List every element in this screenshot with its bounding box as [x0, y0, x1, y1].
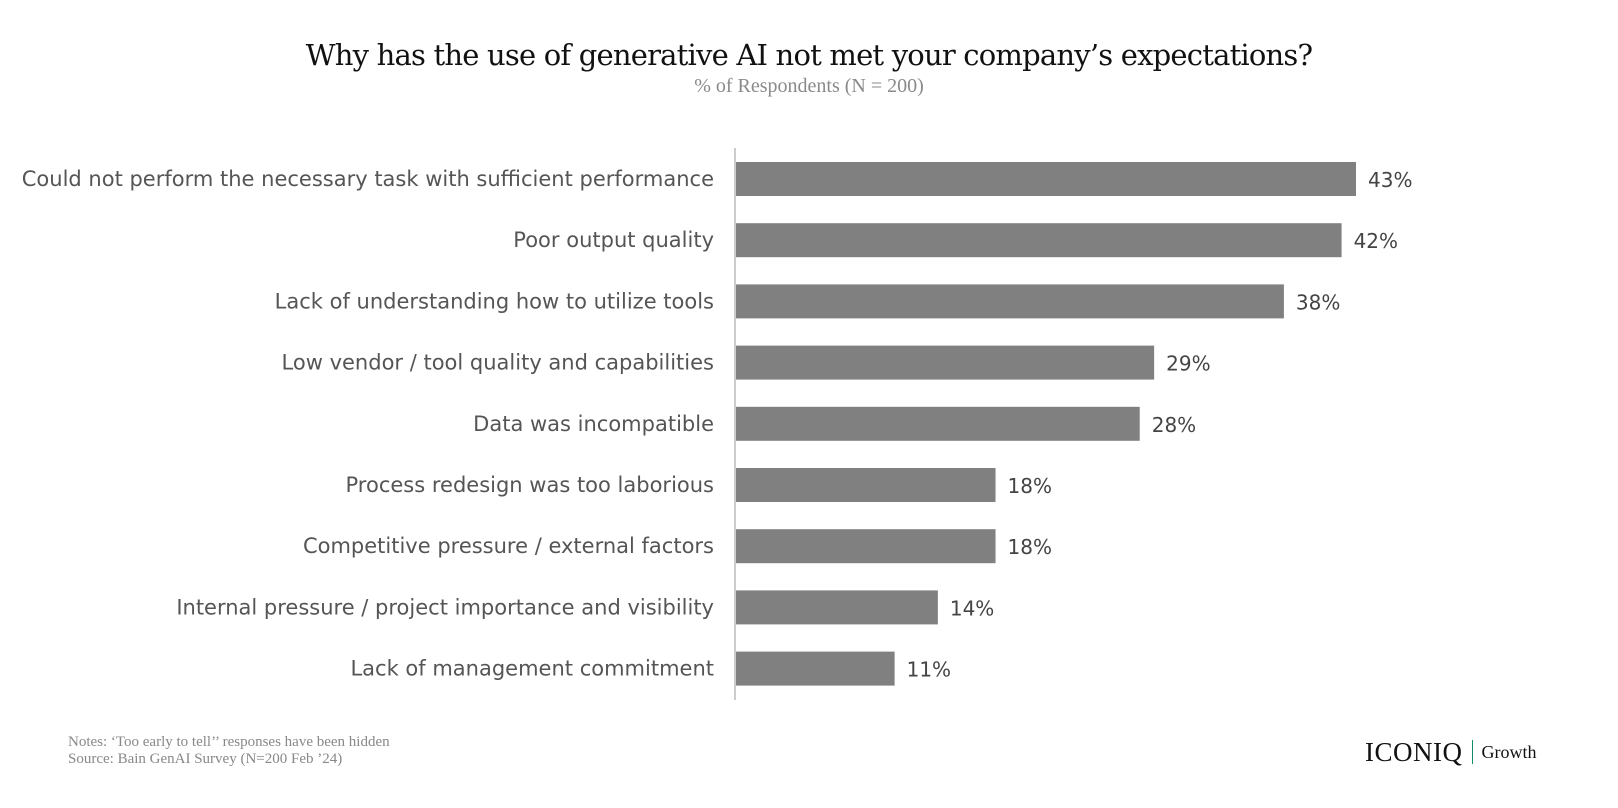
source-line: Source: Bain GenAI Survey (N=200 Feb ’24…: [68, 751, 343, 767]
brand-name: ICONIQ: [1365, 736, 1463, 767]
brand-logo: ICONIQ Growth: [1365, 736, 1537, 768]
category-label: Low vendor / tool quality and capabiliti…: [282, 351, 714, 375]
footnotes: Notes: ‘Too early to tell’’ responses ha…: [68, 734, 390, 768]
value-label: 28%: [1152, 413, 1196, 437]
value-label: 14%: [950, 596, 994, 620]
bar: [736, 651, 895, 686]
chart-title: Why has the use of generative AI not met…: [305, 38, 1313, 72]
bar: [736, 284, 1284, 319]
bar: [736, 223, 1342, 258]
bar: [736, 345, 1155, 380]
category-label: Lack of management commitment: [350, 657, 714, 681]
category-label: Internal pressure / project importance a…: [176, 595, 714, 619]
category-label: Poor output quality: [513, 228, 714, 252]
category-label: Competitive pressure / external factors: [303, 534, 714, 558]
category-label: Process redesign was too laborious: [346, 473, 714, 497]
value-label: 38%: [1296, 290, 1340, 314]
chart-subtitle: % of Respondents (N = 200): [694, 75, 924, 97]
value-label: 29%: [1166, 352, 1210, 376]
brand-divider: [1471, 740, 1473, 764]
bar: [736, 590, 938, 625]
notes-line: Notes: ‘Too early to tell’’ responses ha…: [68, 734, 390, 750]
bar: [736, 468, 996, 502]
value-label: 18%: [1008, 535, 1052, 559]
value-label: 43%: [1368, 168, 1412, 192]
bars-group: Could not perform the necessary task wit…: [22, 162, 1412, 686]
bar: [736, 529, 996, 564]
category-label: Lack of understanding how to utilize too…: [275, 289, 714, 313]
category-label: Could not perform the necessary task wit…: [22, 167, 714, 191]
value-label: 42%: [1354, 229, 1398, 253]
bar: [736, 162, 1356, 196]
category-label: Data was incompatible: [473, 412, 714, 436]
value-label: 18%: [1008, 474, 1052, 498]
brand-sub: Growth: [1481, 741, 1537, 762]
value-label: 11%: [907, 658, 951, 682]
bar: [736, 406, 1140, 441]
